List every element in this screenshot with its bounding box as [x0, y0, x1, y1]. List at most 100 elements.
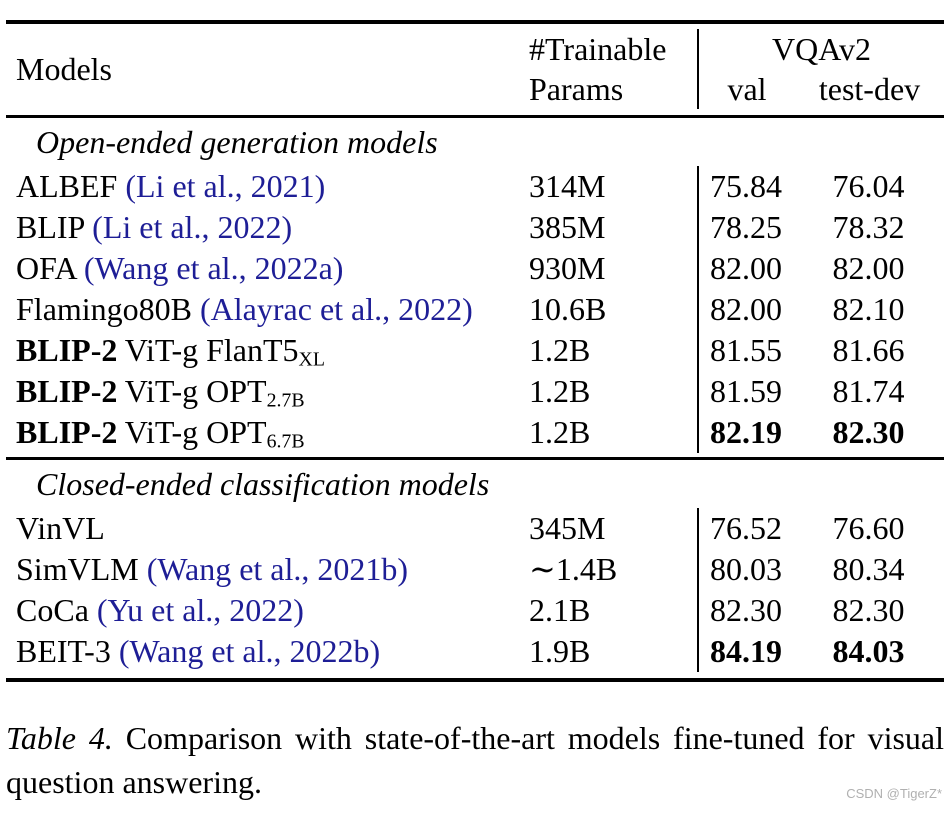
params-value: 2.1B [529, 592, 591, 628]
table-row: BLIP (Li et al., 2022) 385M 78.25 78.32 [6, 207, 944, 248]
citation-link[interactable]: (Alayrac et al., 2022) [200, 291, 473, 327]
params-value: 1.9B [529, 633, 591, 669]
table-row: BLIP-2 ViT-g OPT6.7B 1.2B 82.19 82.30 [6, 412, 944, 453]
model-name-segment: BLIP-2 [16, 373, 118, 409]
val-score: 82.00 [697, 289, 793, 330]
table-row: Flamingo80B (Alayrac et al., 2022) 10.6B 8… [6, 289, 944, 330]
table-body: Open-ended generation models ALBEF (Li et… [6, 118, 944, 678]
model-name: VinVL [6, 508, 523, 549]
results-table: Models #Trainable Params VQAv2 val test-… [6, 20, 944, 682]
val-score: 82.19 [697, 412, 793, 453]
params-value: ∼1.4B [529, 551, 618, 587]
testdev-score: 76.04 [832, 168, 905, 204]
table-section: Open-ended generation models ALBEF (Li et… [6, 118, 944, 457]
col-header-vqav2: VQAv2 [772, 31, 871, 67]
params-value: 930M [529, 250, 606, 286]
col-subheaders: val test-dev [699, 69, 944, 109]
model-name: BEIT-3 (Wang et al., 2022b) [6, 631, 523, 672]
col-header-val: val [727, 71, 767, 107]
testdev-score: 80.34 [832, 551, 905, 587]
model-name-segment: CoCa [16, 592, 97, 628]
model-name: Flamingo80B (Alayrac et al., 2022) [6, 289, 523, 330]
val-score: 76.52 [697, 508, 793, 549]
citation-link[interactable]: (Wang et al., 2022b) [118, 633, 381, 669]
section-title: Closed-ended classification models [36, 466, 490, 502]
section-rule [6, 457, 944, 460]
caption-label: Table 4. [6, 720, 113, 756]
params-value: 1.2B [529, 332, 591, 368]
model-name-segment: ALBEF [16, 168, 126, 204]
table-row: OFA (Wang et al., 2022a) 930M 82.00 82.00 [6, 248, 944, 289]
model-name-segment: BLIP [16, 209, 93, 245]
params-value: 385M [529, 209, 606, 245]
val-score: 75.84 [697, 166, 793, 207]
testdev-score: 82.10 [832, 291, 905, 327]
testdev-score: 78.32 [832, 209, 905, 245]
val-score: 80.03 [697, 549, 793, 590]
val-score: 82.00 [697, 248, 793, 289]
testdev-score: 82.30 [832, 592, 905, 628]
table-row: BLIP-2 ViT-g OPT2.7B 1.2B 81.59 81.74 [6, 371, 944, 412]
model-name-segment: ViT-g FlanT5 [117, 332, 299, 368]
table-row: BEIT-3 (Wang et al., 2022b) 1.9B 84.19 84.0… [6, 631, 944, 672]
col-group-vqav2: VQAv2 val test-dev [697, 29, 944, 109]
params-value: 1.2B [529, 373, 591, 409]
header-rule [6, 115, 944, 118]
model-name-segment: 6.7B [266, 430, 305, 453]
model-name: BLIP-2 ViT-g FlanT5XL [6, 330, 523, 371]
model-name-segment: BLIP-2 [16, 332, 118, 368]
val-score: 82.30 [697, 590, 793, 631]
testdev-score: 76.60 [832, 510, 905, 546]
model-name: SimVLM (Wang et al., 2021b) [6, 549, 523, 590]
val-score: 81.55 [697, 330, 793, 371]
table-row: CoCa (Yu et al., 2022) 2.1B 82.30 82.30 [6, 590, 944, 631]
model-name: BLIP-2 ViT-g OPT2.7B [6, 371, 523, 412]
model-name: OFA (Wang et al., 2022a) [6, 248, 523, 289]
table-header: Models #Trainable Params VQAv2 val test-… [6, 24, 944, 115]
section-header-row: Open-ended generation models [6, 118, 944, 166]
model-name: BLIP (Li et al., 2022) [6, 207, 523, 248]
col-header-models: Models [16, 50, 112, 87]
caption-text: Comparison with state-of-the-art models … [6, 720, 945, 800]
model-name-segment: Flamingo80B [16, 291, 201, 327]
model-name-segment: OFA [16, 250, 84, 286]
citation-link[interactable]: (Wang et al., 2021b) [146, 551, 409, 587]
testdev-score: 82.00 [832, 250, 905, 286]
section-title: Open-ended generation models [36, 124, 438, 160]
params-value: 10.6B [529, 291, 607, 327]
model-name-segment: BEIT-3 [16, 633, 119, 669]
testdev-score: 82.30 [832, 414, 905, 450]
testdev-score: 81.74 [832, 373, 905, 409]
model-name-segment: BLIP-2 [16, 414, 118, 450]
table-row: ALBEF (Li et al., 2021) 314M 75.84 76.04 [6, 166, 944, 207]
col-header-params: #Trainable Params [523, 29, 697, 109]
table-row: SimVLM (Wang et al., 2021b) ∼1.4B 80.03 80.… [6, 549, 944, 590]
table-caption: Table 4. Comparison with state-of-the-ar… [6, 716, 944, 804]
testdev-score: 84.03 [832, 633, 905, 669]
model-name: BLIP-2 ViT-g OPT6.7B [6, 412, 523, 453]
model-name-segment: 2.7B [266, 389, 305, 412]
testdev-score: 81.66 [832, 332, 905, 368]
val-score: 84.19 [697, 631, 793, 672]
section-header-row: Closed-ended classification models [6, 460, 944, 508]
col-header-testdev: test-dev [818, 71, 921, 107]
params-value: 1.2B [529, 414, 591, 450]
table-top-rule [6, 20, 944, 24]
val-score: 78.25 [697, 207, 793, 248]
citation-link[interactable]: (Li et al., 2021) [125, 168, 326, 204]
model-name-segment: VinVL [16, 510, 105, 546]
table-bottom-rule [6, 678, 944, 682]
citation-link[interactable]: (Yu et al., 2022) [96, 592, 304, 628]
citation-link[interactable]: (Li et al., 2022) [92, 209, 293, 245]
citation-link[interactable]: (Wang et al., 2022a) [83, 250, 344, 286]
model-name-segment: ViT-g OPT [117, 414, 267, 450]
model-name-segment: SimVLM [16, 551, 147, 587]
model-name: ALBEF (Li et al., 2021) [6, 166, 523, 207]
model-name-segment: ViT-g OPT [117, 373, 267, 409]
table-row: VinVL 345M 76.52 76.60 [6, 508, 944, 549]
model-name: CoCa (Yu et al., 2022) [6, 590, 523, 631]
table-section: Closed-ended classification models VinVL 3… [6, 460, 944, 678]
params-value: 314M [529, 168, 606, 204]
col-header-params-line2: Params [529, 71, 624, 107]
